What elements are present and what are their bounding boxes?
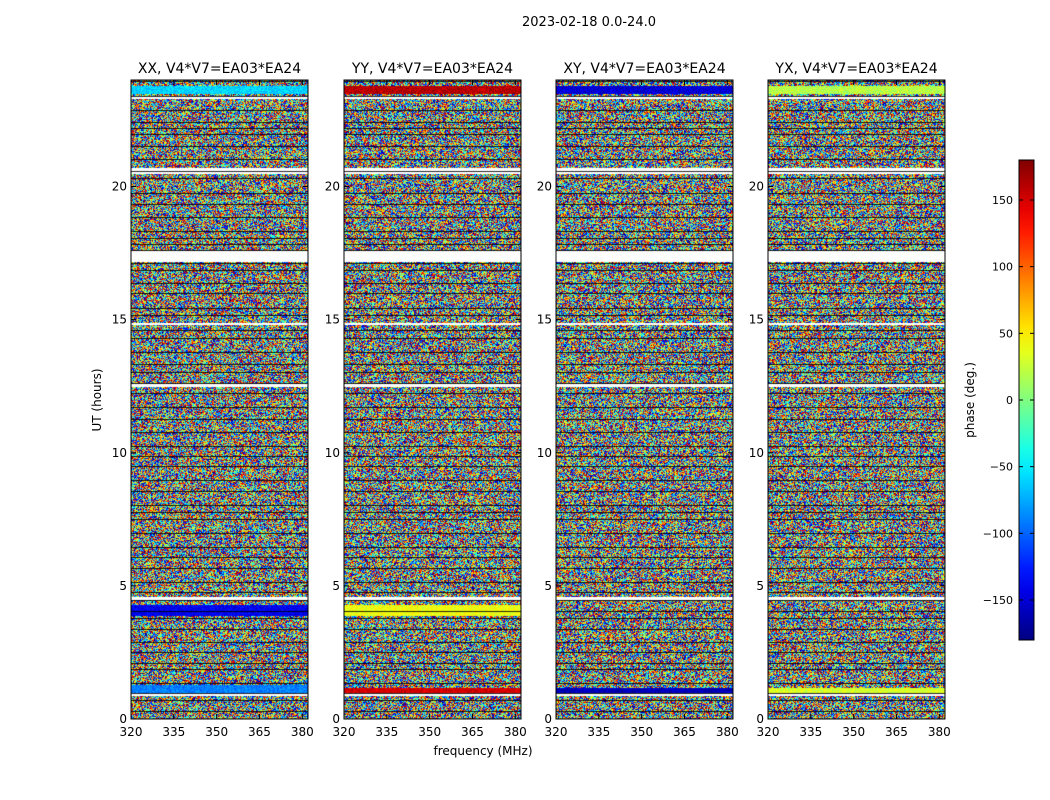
x-tick-label: 380 [928, 725, 951, 739]
y-tick-label: 20 [325, 180, 340, 194]
panel-yy: YY, V4*V7=EA03*EA24 320 335 350 365 380 0 5 10 15… [325, 61, 527, 739]
heatmap-image [556, 80, 733, 719]
x-tick-label: 365 [885, 725, 908, 739]
heatmap-image [344, 80, 521, 719]
y-tick-label: 5 [756, 579, 764, 593]
y-tick-label: 5 [119, 579, 127, 593]
y-tick-label: 0 [332, 712, 340, 726]
panel-xx: XX, V4*V7=EA03*EA24 320 335 350 365 380 0 5 10 15… [112, 61, 314, 739]
x-tick-label: 380 [504, 725, 527, 739]
x-tick-label: 350 [418, 725, 441, 739]
panel-frame [555, 79, 734, 720]
panel-title: YY, V4*V7=EA03*EA24 [351, 61, 513, 77]
x-tick-label: 335 [375, 725, 398, 739]
x-tick-label: 380 [291, 725, 314, 739]
panel-title: YX, V4*V7=EA03*EA24 [774, 61, 937, 77]
colorbar-tick-label: 0 [1006, 394, 1013, 407]
x-tick-label: 365 [461, 725, 484, 739]
x-tick-label: 350 [842, 725, 865, 739]
panel-frame [343, 79, 522, 720]
x-tick-label: 350 [205, 725, 228, 739]
y-tick-label: 5 [544, 579, 552, 593]
y-tick-label: 10 [749, 446, 764, 460]
x-axis-label: frequency (MHz) [433, 744, 532, 758]
y-tick-label: 20 [537, 180, 552, 194]
figure-suptitle: 2023-02-18 0.0-24.0 [522, 15, 656, 30]
colorbar-tick-label: −150 [983, 594, 1013, 607]
heatmap-image [768, 80, 945, 719]
y-tick-label: 10 [325, 446, 340, 460]
x-tick-label: 380 [716, 725, 739, 739]
x-tick-label: 335 [587, 725, 610, 739]
colorbar-tick-label: 50 [999, 327, 1013, 340]
colorbar-tick-label: 100 [992, 261, 1013, 274]
x-tick-label: 320 [120, 725, 143, 739]
panel-yx: YX, V4*V7=EA03*EA24 320 335 350 365 380 0 5 10 15… [749, 61, 951, 739]
y-tick-label: 15 [749, 313, 764, 327]
x-tick-label: 320 [333, 725, 356, 739]
y-tick-label: 20 [749, 180, 764, 194]
y-tick-label: 10 [112, 446, 127, 460]
y-axis-label: UT (hours) [90, 368, 104, 431]
panel-title: XX, V4*V7=EA03*EA24 [138, 61, 301, 77]
x-tick-label: 320 [545, 725, 568, 739]
y-tick-label: 15 [325, 313, 340, 327]
x-tick-label: 320 [757, 725, 780, 739]
x-tick-label: 335 [162, 725, 185, 739]
heatmap-image [131, 80, 308, 719]
y-tick-label: 15 [112, 313, 127, 327]
colorbar-tick-label: 150 [992, 194, 1013, 207]
x-tick-label: 365 [248, 725, 271, 739]
y-tick-label: 10 [537, 446, 552, 460]
x-tick-label: 365 [673, 725, 696, 739]
y-tick-label: 0 [756, 712, 764, 726]
panel-title: XY, V4*V7=EA03*EA24 [563, 61, 725, 77]
panel-xy: XY, V4*V7=EA03*EA24 320 335 350 365 380 0 5 10 15… [537, 61, 739, 739]
y-tick-label: 0 [119, 712, 127, 726]
colorbar-tick-label: −100 [983, 527, 1013, 540]
colorbar: −150 −100 −50 0 50 100 150 [983, 159, 1035, 641]
x-tick-label: 335 [799, 725, 822, 739]
y-tick-label: 20 [112, 180, 127, 194]
x-tick-label: 350 [630, 725, 653, 739]
colorbar-label: phase (deg.) [963, 362, 977, 438]
panel-frame [767, 79, 946, 720]
colorbar-tick-label: −50 [990, 461, 1013, 474]
y-tick-label: 0 [544, 712, 552, 726]
panels-group: XX, V4*V7=EA03*EA24 320 335 350 365 380 0 5 10 15… [112, 61, 951, 739]
panel-frame [130, 79, 309, 720]
y-tick-label: 5 [332, 579, 340, 593]
y-tick-label: 15 [537, 313, 552, 327]
